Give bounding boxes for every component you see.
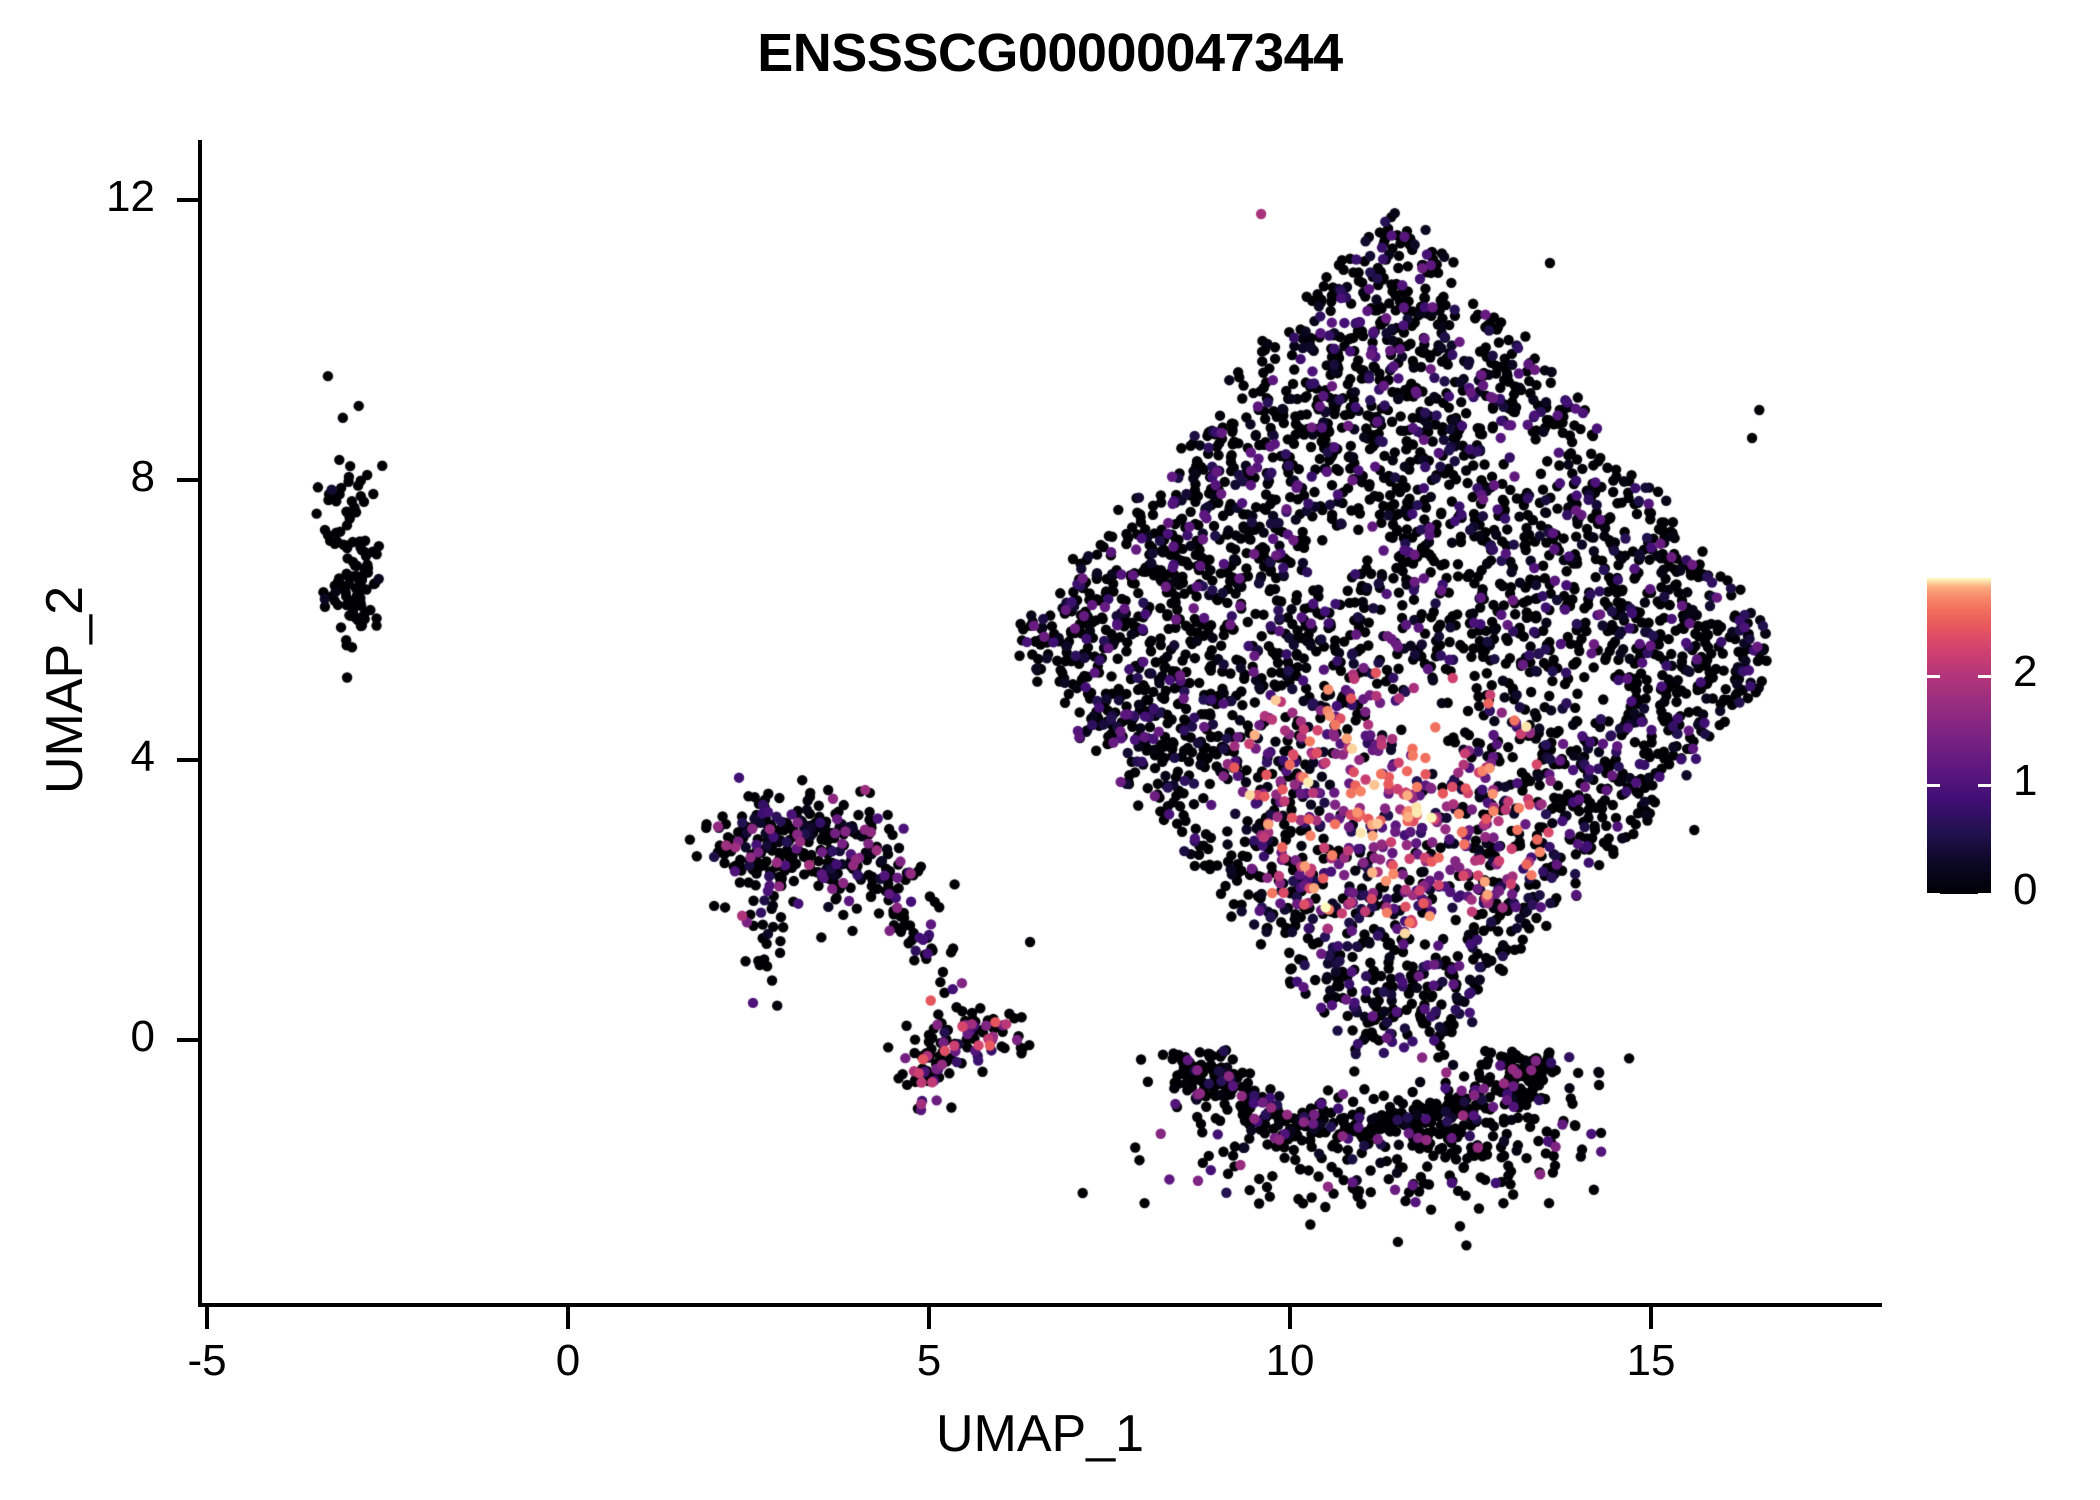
page-title: ENSSSCG00000047344 (757, 23, 1343, 83)
colorbar-tick-mark (1978, 783, 1991, 787)
x-tick-label: 5 (916, 1336, 942, 1385)
y-tick-label: 12 (106, 172, 155, 221)
x-axis-title: UMAP_1 (935, 1405, 1145, 1463)
x-tick-mark (566, 1307, 570, 1329)
colorbar-tick-mark (1927, 783, 1940, 787)
colorbar-tick-label: 1 (2013, 756, 2038, 806)
colorbar-tick-label: 0 (2013, 865, 2038, 914)
x-tick-label: 10 (1265, 1336, 1315, 1385)
x-tick-label: -5 (187, 1336, 227, 1385)
y-tick-mark (177, 1038, 198, 1042)
colorbar-tick-mark (1927, 674, 1940, 678)
colorbar-tick-label: 2 (2013, 647, 2038, 697)
colorbar-tick-mark (1978, 674, 1991, 678)
y-axis-title: UMAP_2 (36, 585, 94, 795)
colorbar-legend (1927, 578, 1991, 894)
colorbar-tick-mark (1978, 892, 1991, 896)
y-tick-mark (177, 478, 198, 482)
x-tick-mark (205, 1307, 209, 1329)
x-tick-label: 0 (555, 1336, 581, 1385)
y-axis-line (198, 140, 202, 1307)
plot-panel (200, 140, 1880, 1305)
y-tick-mark (177, 198, 198, 202)
x-tick-mark (927, 1307, 931, 1329)
colorbar-tick-mark (1927, 892, 1940, 896)
x-tick-mark (1288, 1307, 1292, 1329)
x-tick-mark (1649, 1307, 1653, 1329)
x-tick-label: 15 (1626, 1336, 1676, 1385)
y-tick-label: 4 (130, 732, 155, 781)
y-tick-mark (177, 758, 198, 762)
x-axis-line (198, 1303, 1882, 1307)
y-tick-label: 8 (130, 452, 155, 501)
y-tick-label: 0 (130, 1012, 155, 1061)
color-gradient-icon (1927, 578, 1991, 894)
scatter-points-canvas (200, 140, 1880, 1305)
